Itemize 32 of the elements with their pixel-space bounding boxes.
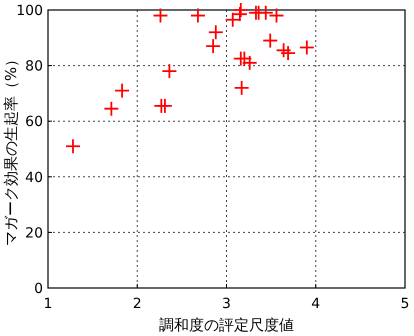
- x-tick-label: 2: [132, 296, 142, 312]
- x-tick-label: 3: [222, 296, 231, 312]
- point: [157, 98, 173, 114]
- point: [152, 8, 168, 24]
- y-tick-label: 100: [16, 3, 43, 19]
- x-axis-title: 調和度の評定尺度値: [159, 316, 294, 334]
- x-tick-label: 5: [400, 296, 410, 312]
- x-tick-label: 1: [44, 296, 52, 312]
- point: [298, 40, 315, 56]
- point: [103, 100, 120, 117]
- point: [232, 2, 249, 18]
- point: [190, 8, 206, 24]
- point: [258, 4, 274, 21]
- point: [114, 82, 130, 99]
- point: [232, 6, 248, 22]
- point: [224, 12, 241, 28]
- x-tick-label: 4: [311, 296, 320, 312]
- point: [208, 24, 224, 40]
- point: [268, 8, 284, 24]
- y-tick-label: 0: [34, 281, 43, 297]
- y-tick-label: 80: [25, 58, 43, 75]
- point: [262, 32, 278, 48]
- y-tick-label: 40: [25, 170, 43, 186]
- y-axis-title: マガーク効果の生起率（%）: [2, 52, 20, 246]
- y-tick-label: 60: [25, 114, 43, 130]
- point: [161, 63, 178, 80]
- y-tick-label: 20: [25, 225, 43, 242]
- point: [276, 42, 292, 58]
- point: [205, 38, 222, 54]
- point: [234, 80, 250, 96]
- point: [280, 45, 296, 61]
- point: [65, 138, 81, 154]
